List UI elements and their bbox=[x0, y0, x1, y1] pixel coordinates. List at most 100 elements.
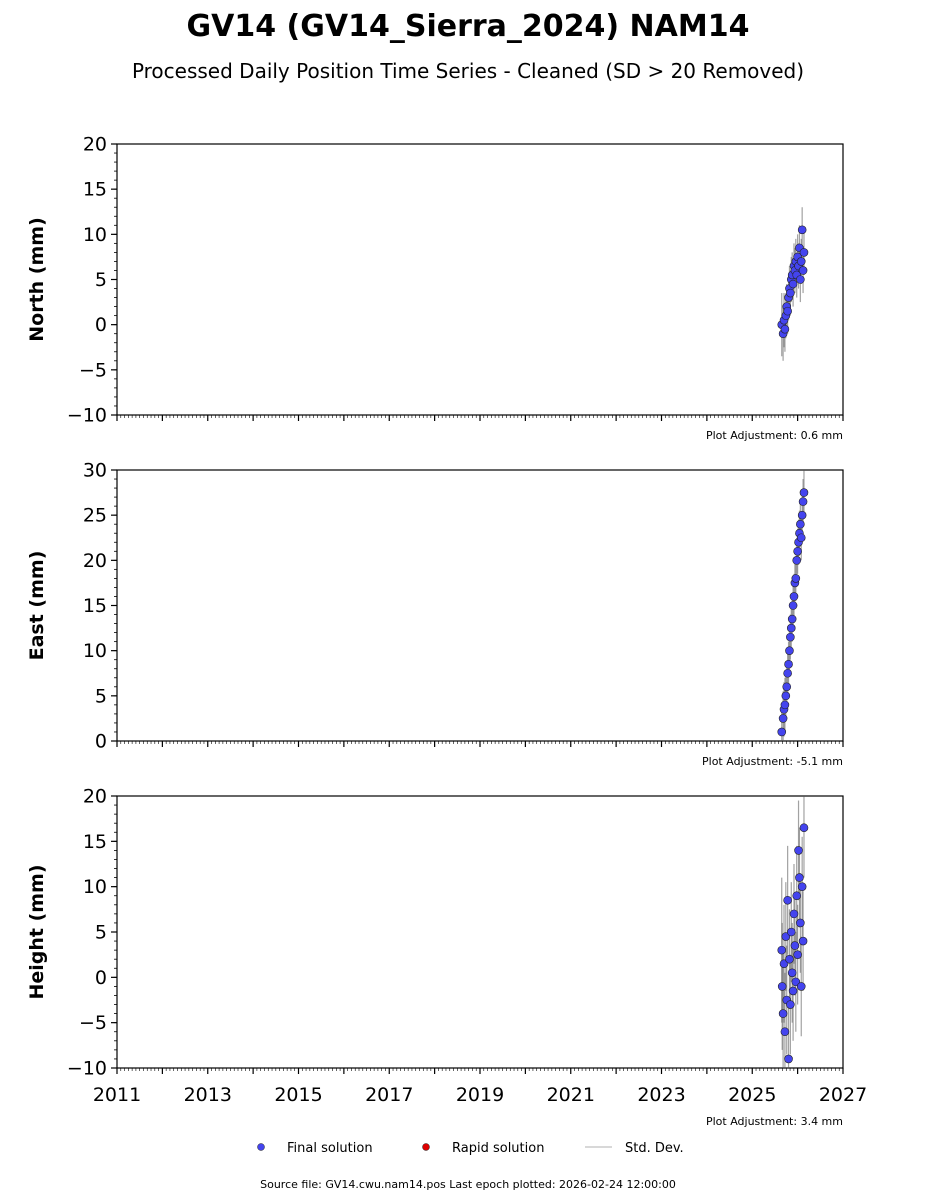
east-point bbox=[796, 519, 805, 529]
east-point bbox=[791, 574, 801, 583]
height-point bbox=[795, 873, 804, 882]
panel-east: 0 5 10 15 20 25 30 East (mm) Plot Adjustment: -5… bbox=[26, 460, 844, 768]
chart-title: GV14 (GV14_Sierra_2024) NAM14 bbox=[187, 9, 750, 44]
height-point bbox=[799, 823, 809, 833]
legend-rapid-marker bbox=[422, 1143, 430, 1151]
east-point bbox=[784, 659, 793, 669]
height-point bbox=[793, 950, 802, 959]
east-point bbox=[793, 546, 802, 556]
height-point bbox=[783, 895, 792, 905]
legend-final-marker bbox=[257, 1143, 265, 1151]
east-ytick-label: 30 bbox=[83, 460, 107, 482]
north-point bbox=[780, 324, 790, 334]
height-point bbox=[789, 909, 799, 919]
height-ytick-label: −5 bbox=[79, 1012, 107, 1034]
east-point bbox=[785, 646, 794, 655]
east-point bbox=[792, 556, 802, 565]
height-axes-frame bbox=[116, 795, 844, 1069]
east-point bbox=[798, 497, 808, 506]
east-point bbox=[789, 592, 799, 601]
height-ytick-label: 20 bbox=[83, 786, 107, 808]
east-point bbox=[777, 727, 787, 737]
north-point bbox=[797, 225, 807, 235]
panel-height: −10 −5 0 5 10 15 20 2011 2013 2015 2017 2019 2021 202… bbox=[26, 786, 867, 1129]
height-point bbox=[790, 941, 800, 950]
east-ytick-label: 15 bbox=[83, 595, 107, 617]
east-series-final bbox=[777, 470, 809, 741]
height-xtick-label: 2017 bbox=[365, 1084, 413, 1106]
height-point bbox=[786, 1000, 795, 1009]
north-ytick-label: 5 bbox=[95, 269, 107, 291]
height-point bbox=[788, 986, 798, 996]
north-point bbox=[783, 306, 792, 316]
height-ytick-label: 15 bbox=[83, 831, 107, 853]
legend: Final solution Rapid solution Std. Dev. bbox=[257, 1141, 684, 1156]
east-point bbox=[787, 614, 797, 624]
north-point bbox=[799, 248, 809, 257]
legend-final-label: Final solution bbox=[287, 1141, 373, 1156]
north-ytick-label: 10 bbox=[83, 224, 107, 246]
east-point bbox=[786, 623, 796, 633]
chart-subtitle: Processed Daily Position Time Series - C… bbox=[132, 59, 804, 83]
height-point bbox=[796, 982, 806, 991]
north-ytick-label: −5 bbox=[79, 359, 107, 381]
height-point bbox=[796, 918, 805, 928]
east-point bbox=[786, 632, 795, 642]
height-point bbox=[787, 968, 797, 978]
height-point bbox=[797, 882, 807, 891]
east-point bbox=[783, 668, 792, 678]
height-ytick-label: −10 bbox=[67, 1058, 107, 1080]
source-footer: Source file: GV14.cwu.nam14.pos Last epo… bbox=[260, 1178, 676, 1191]
height-ytick-label: 10 bbox=[83, 876, 107, 898]
legend-rapid-label: Rapid solution bbox=[452, 1141, 544, 1156]
height-point bbox=[786, 927, 796, 937]
height-point bbox=[792, 891, 802, 901]
height-xtick-label: 2013 bbox=[184, 1084, 232, 1106]
east-ytick-label: 5 bbox=[95, 685, 107, 707]
panel-north: −10 −5 0 5 10 15 20 North (mm) Plot Adjustment: … bbox=[26, 134, 844, 442]
height-xtick-label: 2021 bbox=[547, 1084, 595, 1106]
north-axes-frame bbox=[116, 143, 844, 416]
panels: −10 −5 0 5 10 15 20 North (mm) Plot Adjustment: … bbox=[26, 134, 867, 1129]
north-plot-adjustment: Plot Adjustment: 0.6 mm bbox=[706, 429, 843, 442]
east-point bbox=[799, 488, 809, 497]
north-ytick-label: −10 bbox=[67, 405, 107, 427]
height-xtick-label: 2015 bbox=[274, 1084, 322, 1106]
east-point bbox=[788, 601, 798, 610]
north-point bbox=[786, 288, 795, 298]
height-xtick-label: 2019 bbox=[456, 1084, 504, 1106]
height-point bbox=[794, 846, 803, 855]
height-xtick-label: 2025 bbox=[728, 1084, 776, 1106]
height-xtick-label: 2027 bbox=[819, 1084, 867, 1106]
east-ytick-label: 0 bbox=[95, 731, 107, 753]
height-point bbox=[777, 982, 787, 991]
height-ytick-label: 0 bbox=[95, 967, 107, 989]
north-point bbox=[798, 266, 808, 275]
height-xtick-label: 2023 bbox=[637, 1084, 685, 1106]
north-ylabel: North (mm) bbox=[26, 217, 48, 342]
east-ylabel: East (mm) bbox=[26, 551, 48, 661]
height-point bbox=[780, 1027, 790, 1037]
east-axes-frame bbox=[116, 469, 844, 742]
east-point bbox=[797, 510, 807, 520]
north-ytick-label: 15 bbox=[83, 179, 107, 201]
north-ytick-label: 0 bbox=[95, 314, 107, 336]
height-point bbox=[798, 936, 808, 946]
east-point bbox=[778, 714, 788, 723]
height-point bbox=[785, 954, 794, 964]
north-point bbox=[796, 257, 806, 266]
legend-std-label: Std. Dev. bbox=[625, 1141, 684, 1156]
east-ytick-label: 10 bbox=[83, 640, 107, 662]
height-point bbox=[778, 1009, 788, 1018]
height-ylabel: Height (mm) bbox=[26, 864, 48, 999]
east-point bbox=[796, 533, 806, 543]
height-series-final bbox=[777, 796, 809, 1068]
north-point bbox=[788, 279, 798, 289]
east-ytick-label: 20 bbox=[83, 550, 107, 572]
north-point bbox=[796, 275, 805, 284]
east-point bbox=[780, 700, 790, 710]
north-ytick-label: 20 bbox=[83, 134, 107, 156]
east-ytick-label: 25 bbox=[83, 505, 107, 527]
